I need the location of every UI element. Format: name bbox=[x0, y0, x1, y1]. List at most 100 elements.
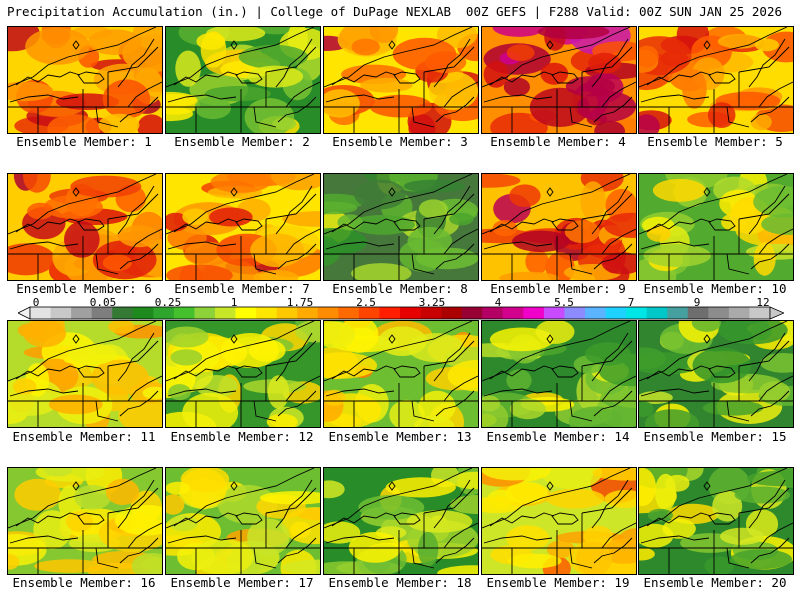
location-marker-icon bbox=[546, 481, 554, 491]
precip-field bbox=[8, 27, 162, 133]
boundary-lines bbox=[166, 27, 320, 133]
colorbar bbox=[18, 306, 784, 320]
member-caption: Ensemble Member: 5 bbox=[647, 134, 783, 149]
location-marker-icon bbox=[546, 187, 554, 197]
member-map-13 bbox=[323, 320, 479, 428]
member-map-4 bbox=[481, 26, 637, 134]
precip-field bbox=[324, 321, 478, 427]
member-caption: Ensemble Member: 7 bbox=[174, 281, 310, 296]
member-map-14 bbox=[481, 320, 637, 428]
precip-field bbox=[324, 174, 478, 280]
member-caption: Ensemble Member: 12 bbox=[170, 429, 314, 444]
member-map-19 bbox=[481, 467, 637, 575]
location-marker-icon bbox=[703, 481, 711, 491]
chart-title: Precipitation Accumulation (in.) | Colle… bbox=[7, 4, 452, 19]
boundary-lines bbox=[482, 321, 636, 427]
colorbar-swatch bbox=[400, 307, 421, 319]
member-map-20 bbox=[638, 467, 794, 575]
member-map-6 bbox=[7, 173, 163, 281]
colorbar-swatch bbox=[91, 307, 113, 319]
member-caption: Ensemble Member: 2 bbox=[174, 134, 310, 149]
location-marker-icon bbox=[546, 40, 554, 50]
boundary-lines bbox=[8, 321, 162, 427]
precip-field bbox=[166, 321, 320, 427]
colorbar-swatch bbox=[564, 307, 586, 319]
member-caption: Ensemble Member: 17 bbox=[170, 575, 314, 590]
boundary-lines bbox=[639, 174, 793, 280]
member-map-12 bbox=[165, 320, 321, 428]
member-caption: Ensemble Member: 16 bbox=[12, 575, 156, 590]
colorbar-tick-label: 2.5 bbox=[356, 296, 376, 309]
location-marker-icon bbox=[388, 40, 396, 50]
colorbar-swatch bbox=[543, 307, 565, 319]
colorbar-swatch bbox=[50, 307, 72, 319]
colorbar-tick-label: 12 bbox=[756, 296, 770, 309]
member-caption: Ensemble Member: 20 bbox=[643, 575, 787, 590]
colorbar-swatch bbox=[317, 307, 339, 319]
colorbar-tick-label: 5.5 bbox=[554, 296, 574, 309]
member-map-2 bbox=[165, 26, 321, 134]
location-marker-icon bbox=[230, 481, 238, 491]
location-marker-icon bbox=[703, 40, 711, 50]
colorbar-swatch bbox=[728, 307, 750, 319]
colorbar-swatch bbox=[626, 307, 647, 319]
colorbar-swatch bbox=[605, 307, 627, 319]
colorbar-swatch bbox=[153, 307, 175, 319]
member-caption: Ensemble Member: 1 bbox=[16, 134, 152, 149]
member-caption: Ensemble Member: 14 bbox=[486, 429, 630, 444]
member-caption: Ensemble Member: 11 bbox=[12, 429, 156, 444]
location-marker-icon bbox=[703, 187, 711, 197]
member-map-17 bbox=[165, 467, 321, 575]
precip-field bbox=[639, 321, 793, 427]
precip-field bbox=[8, 174, 162, 280]
colorbar-tick-label: 1.75 bbox=[286, 296, 314, 309]
member-map-1 bbox=[7, 26, 163, 134]
location-marker-icon bbox=[72, 334, 80, 344]
member-map-7 bbox=[165, 173, 321, 281]
boundary-lines bbox=[166, 468, 320, 574]
colorbar-swatch bbox=[585, 307, 606, 319]
colorbar-swatch bbox=[502, 307, 524, 319]
location-marker-icon bbox=[230, 334, 238, 344]
colorbar-tick-label: 3.25 bbox=[418, 296, 446, 309]
precip-field bbox=[324, 27, 478, 133]
member-map-18 bbox=[323, 467, 479, 575]
member-caption: Ensemble Member: 9 bbox=[490, 281, 626, 296]
member-map-8 bbox=[323, 173, 479, 281]
colorbar-swatch bbox=[338, 307, 360, 319]
precip-field bbox=[639, 174, 793, 280]
member-caption: Ensemble Member: 19 bbox=[486, 575, 630, 590]
colorbar-swatch bbox=[667, 307, 689, 319]
location-marker-icon bbox=[230, 40, 238, 50]
precip-field bbox=[166, 27, 320, 133]
member-map-15 bbox=[638, 320, 794, 428]
colorbar-swatch bbox=[276, 307, 298, 319]
boundary-lines bbox=[482, 174, 636, 280]
precip-field bbox=[639, 27, 793, 133]
member-caption: Ensemble Member: 10 bbox=[643, 281, 787, 296]
colorbar-swatch bbox=[132, 307, 154, 319]
boundary-lines bbox=[324, 321, 478, 427]
member-caption: Ensemble Member: 15 bbox=[643, 429, 787, 444]
colorbar-swatch bbox=[235, 307, 257, 319]
colorbar-swatch bbox=[441, 307, 462, 319]
member-map-11 bbox=[7, 320, 163, 428]
colorbar-swatch bbox=[173, 307, 195, 319]
colorbar-tick-label: 0.25 bbox=[154, 296, 182, 309]
colorbar-swatch bbox=[194, 307, 216, 319]
member-map-16 bbox=[7, 467, 163, 575]
boundary-lines bbox=[8, 174, 162, 280]
member-caption: Ensemble Member: 8 bbox=[332, 281, 468, 296]
boundary-lines bbox=[482, 468, 636, 574]
boundary-lines bbox=[639, 468, 793, 574]
colorbar-swatch bbox=[420, 307, 442, 319]
colorbar-tick-label: 1 bbox=[230, 296, 238, 309]
boundary-lines bbox=[639, 321, 793, 427]
precip-field bbox=[8, 321, 162, 427]
location-marker-icon bbox=[72, 187, 80, 197]
precip-field bbox=[639, 468, 793, 574]
colorbar-tick-label: 7 bbox=[627, 296, 635, 309]
colorbar-min-arrow bbox=[18, 306, 31, 320]
member-caption: Ensemble Member: 13 bbox=[328, 429, 472, 444]
colorbar-swatch bbox=[646, 307, 668, 319]
